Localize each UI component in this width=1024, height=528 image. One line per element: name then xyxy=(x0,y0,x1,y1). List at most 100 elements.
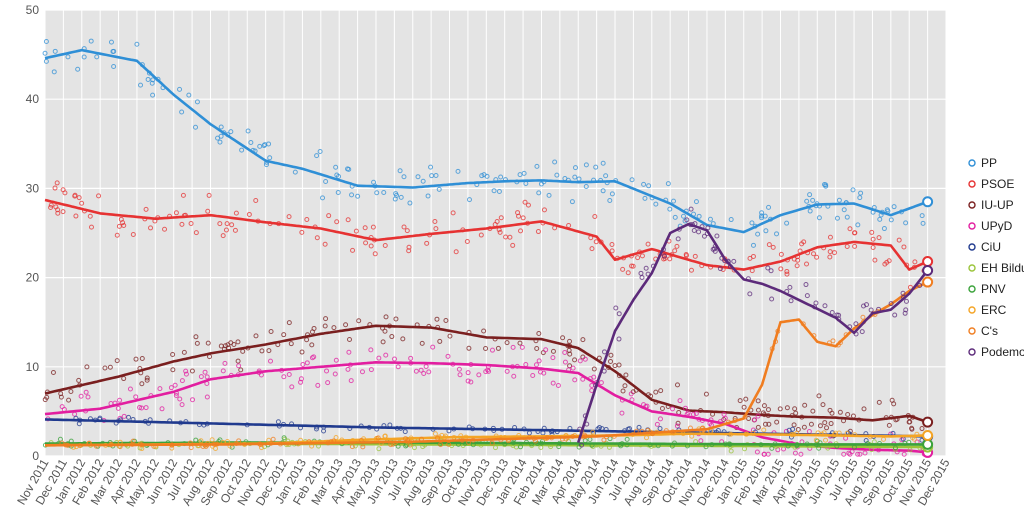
end-marker xyxy=(922,416,934,428)
poll-point xyxy=(642,195,648,201)
poll-point xyxy=(266,141,272,147)
poll-point xyxy=(51,69,57,75)
poll-point xyxy=(609,248,615,254)
poll-point xyxy=(541,207,547,213)
poll-point xyxy=(504,340,510,346)
poll-point xyxy=(577,358,583,364)
poll-point xyxy=(217,139,223,145)
poll-point xyxy=(127,386,133,392)
poll-point xyxy=(180,192,186,198)
poll-point xyxy=(792,450,798,456)
poll-point xyxy=(857,195,863,201)
poll-point xyxy=(593,239,599,245)
poll-point xyxy=(870,245,876,251)
poll-point xyxy=(801,424,807,430)
poll-point xyxy=(616,336,622,342)
poll-point xyxy=(432,431,438,437)
poll-point xyxy=(168,385,174,391)
poll-point xyxy=(222,360,228,366)
y-tick-label: 20 xyxy=(26,271,40,285)
poll-point xyxy=(202,369,208,375)
poll-point xyxy=(334,219,340,225)
poll-point xyxy=(766,421,772,427)
poll-point xyxy=(766,242,772,248)
poll-point xyxy=(546,192,552,198)
poll-point xyxy=(903,298,909,304)
poll-point xyxy=(323,316,329,322)
poll-point xyxy=(205,340,211,346)
poll-point xyxy=(75,66,81,72)
poll-point xyxy=(88,38,94,44)
poll-point xyxy=(428,164,434,170)
poll-point xyxy=(674,423,680,429)
poll-point xyxy=(861,303,867,309)
poll-point xyxy=(52,185,58,191)
poll-point xyxy=(639,275,645,281)
poll-point xyxy=(144,375,150,381)
poll-point xyxy=(808,421,814,427)
poll-point xyxy=(589,246,595,252)
trend-line xyxy=(45,280,929,447)
poll-point xyxy=(801,239,807,245)
poll-point xyxy=(464,238,470,244)
poll-point xyxy=(395,443,401,449)
poll-point xyxy=(845,411,851,417)
y-tick-label: 0 xyxy=(32,449,39,463)
poll-point xyxy=(468,379,474,385)
poll-point xyxy=(765,265,771,271)
poll-point xyxy=(143,206,149,212)
series-pp xyxy=(42,38,934,248)
legend-item: EH Bildu xyxy=(968,261,1024,275)
poll-point xyxy=(126,414,132,420)
poll-point xyxy=(267,155,273,161)
poll-point xyxy=(238,367,244,373)
poll-point xyxy=(144,377,150,383)
poll-point xyxy=(479,173,485,179)
poll-point xyxy=(752,417,758,423)
poll-point xyxy=(903,220,909,226)
poll-point xyxy=(616,311,622,317)
poll-point xyxy=(763,228,769,234)
poll-point xyxy=(121,413,127,419)
legend-marker xyxy=(968,180,976,188)
poll-point xyxy=(198,374,204,380)
poll-point xyxy=(692,253,698,259)
poll-point xyxy=(138,82,144,88)
poll-point xyxy=(130,438,136,444)
poll-point xyxy=(510,344,516,350)
poll-point xyxy=(466,345,472,351)
poll-point xyxy=(408,355,414,361)
poll-point xyxy=(50,369,56,375)
poll-point xyxy=(603,173,609,179)
poll-point xyxy=(837,409,843,415)
poll-point xyxy=(275,419,281,425)
poll-point xyxy=(635,255,641,261)
poll-point xyxy=(669,406,675,412)
poll-point xyxy=(326,213,332,219)
poll-point xyxy=(133,356,139,362)
legend-item: PP xyxy=(968,156,997,170)
poll-point xyxy=(919,213,925,219)
poll-point xyxy=(582,356,588,362)
poll-point xyxy=(205,208,211,214)
poll-point xyxy=(816,215,822,221)
poll-point xyxy=(270,436,276,442)
poll-point xyxy=(550,348,556,354)
poll-point xyxy=(476,372,482,378)
poll-point xyxy=(455,168,461,174)
poll-point xyxy=(401,224,407,230)
poll-point xyxy=(504,368,510,374)
poll-point xyxy=(608,358,614,364)
poll-point xyxy=(613,305,619,311)
poll-point xyxy=(569,199,575,205)
poll-point xyxy=(803,282,809,288)
poll-point xyxy=(759,210,765,216)
poll-point xyxy=(703,391,709,397)
poll-point xyxy=(348,378,354,384)
poll-point xyxy=(755,407,761,413)
poll-point xyxy=(170,367,176,373)
poll-point xyxy=(343,322,349,328)
poll-point xyxy=(139,356,145,362)
poll-point xyxy=(236,363,242,369)
